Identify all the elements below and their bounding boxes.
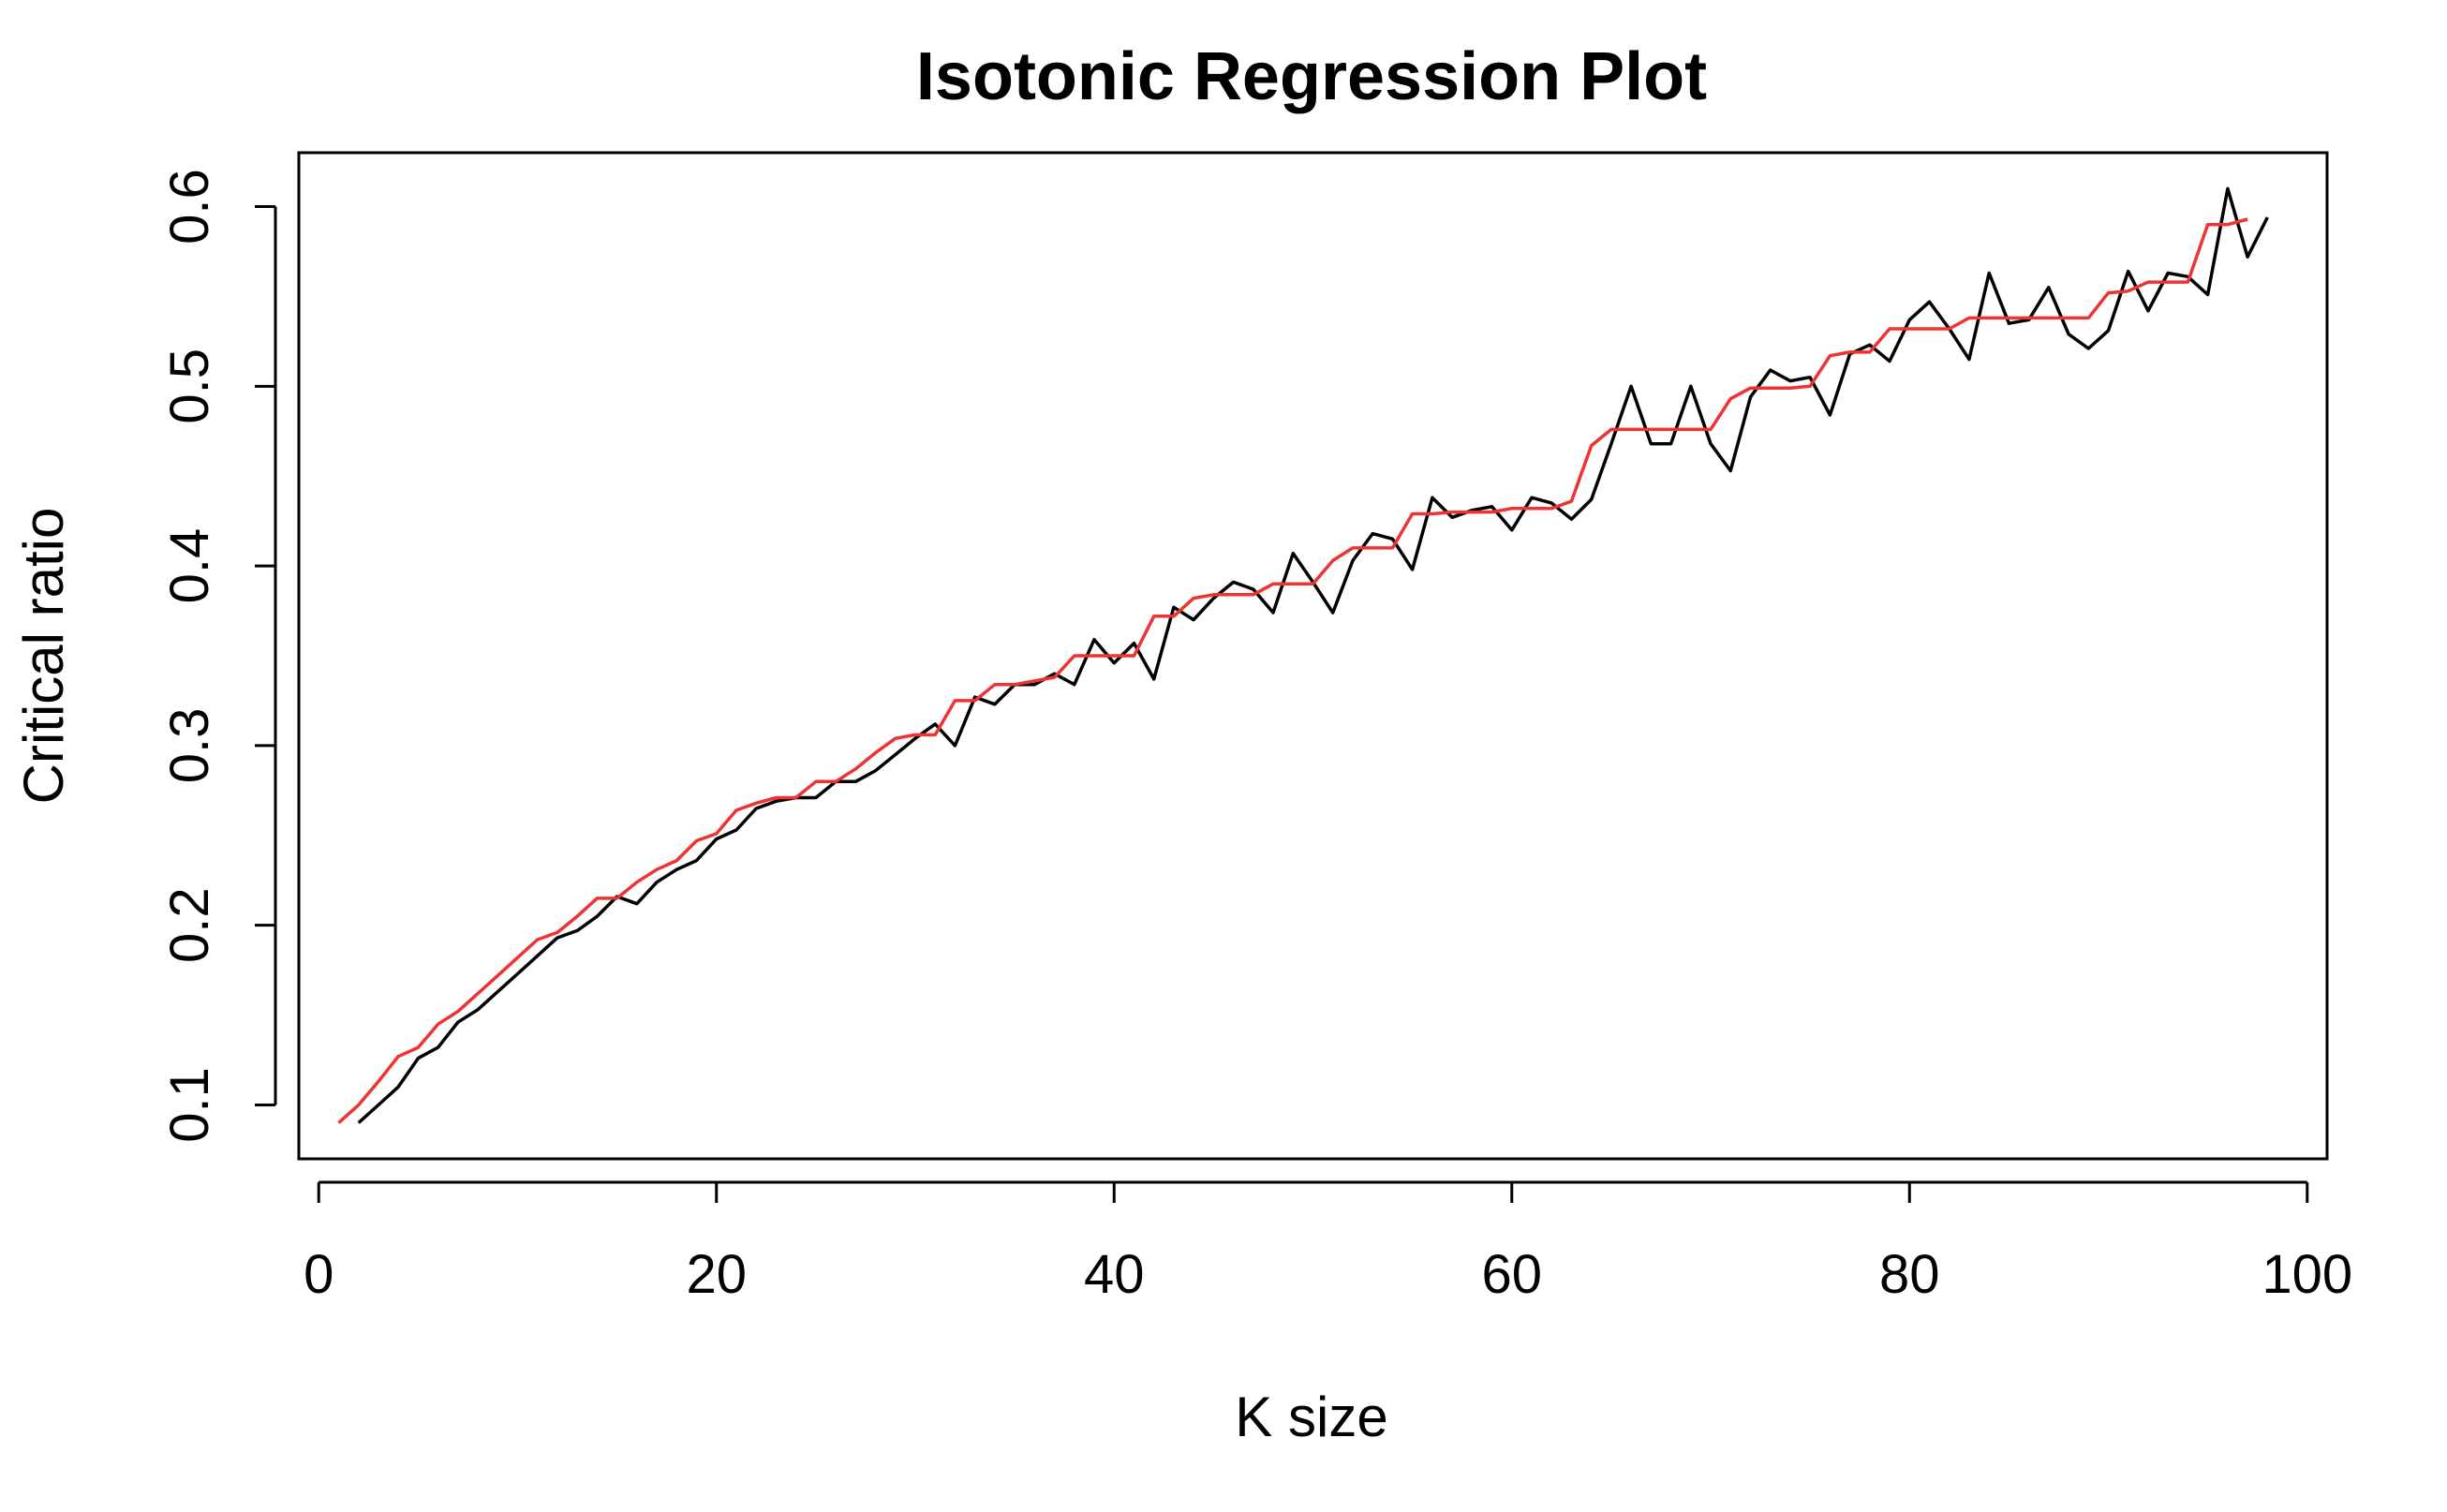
x-tick-label: 20 — [686, 1244, 747, 1305]
series-layer — [337, 186, 2269, 1124]
y-tick-label: 0.5 — [159, 348, 220, 424]
y-axis: 0.1 0.2 0.3 0.4 0.5 0.6 — [159, 169, 277, 1143]
x-tick-label: 40 — [1084, 1244, 1145, 1305]
y-tick-label: 0.2 — [159, 887, 220, 963]
y-axis-label: Critical ratio — [12, 508, 75, 805]
y-tick-label: 0.4 — [159, 528, 220, 604]
series-line-black — [357, 186, 2269, 1124]
plot-frame — [297, 151, 2329, 1161]
x-axis: 0 20 40 60 80 100 — [304, 1180, 2352, 1305]
x-tick-label: 100 — [2262, 1244, 2352, 1305]
series-line-red — [337, 217, 2248, 1124]
y-tick-label: 0.1 — [159, 1067, 220, 1143]
y-tick-label: 0.3 — [159, 708, 220, 784]
x-tick-label: 0 — [304, 1244, 334, 1305]
y-tick-label: 0.6 — [159, 169, 220, 245]
x-tick-label: 60 — [1481, 1244, 1542, 1305]
x-axis-label: K size — [1235, 1386, 1387, 1448]
chart-title: Isotonic Regression Plot — [916, 39, 1707, 114]
x-tick-label: 80 — [1879, 1244, 1940, 1305]
